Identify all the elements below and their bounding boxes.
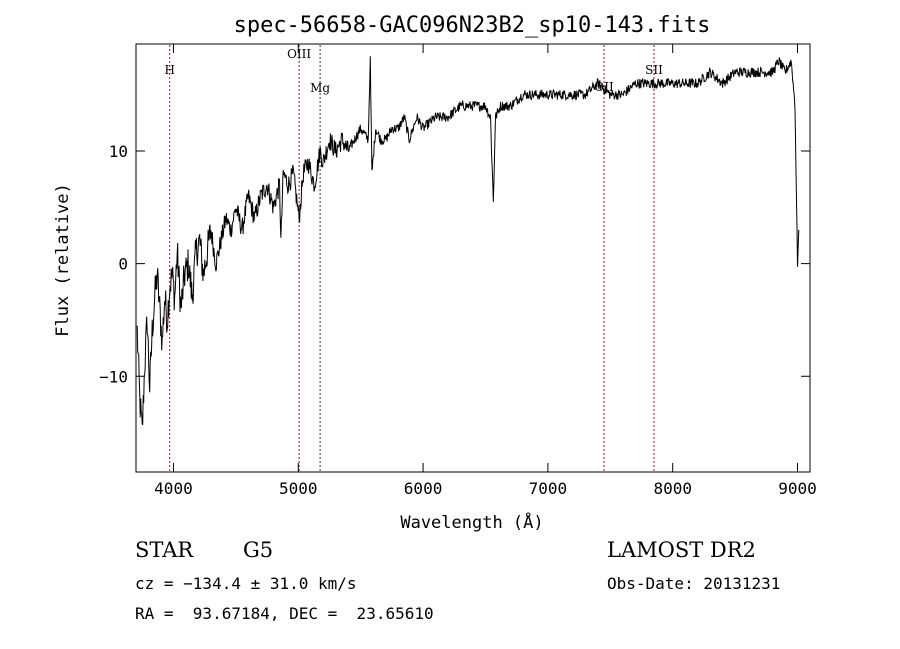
x-tick-label: 4000 bbox=[154, 479, 193, 498]
y-axis-label: Flux (relative) bbox=[53, 183, 73, 337]
y-tick-label: −10 bbox=[99, 367, 128, 386]
x-tick-label: 7000 bbox=[529, 479, 568, 498]
spectrum-line bbox=[136, 56, 800, 426]
x-tick-label: 6000 bbox=[404, 479, 443, 498]
chart-title: spec-56658-GAC096N23B2_sp10-143.fits bbox=[234, 13, 711, 38]
survey-name: LAMOST DR2 bbox=[607, 538, 756, 562]
plot-frame bbox=[135, 43, 811, 473]
x-axis-label: Wavelength (Å) bbox=[400, 511, 543, 533]
coordinates: RA = 93.67184, DEC = 23.65610 bbox=[135, 604, 434, 623]
redshift-velocity: cz = −134.4 ± 31.0 km/s bbox=[135, 574, 357, 593]
y-tick-label: 10 bbox=[109, 142, 128, 161]
axis-ticks: 4000 5000 6000 7000 8000 9000 −10 0 10 bbox=[99, 44, 817, 498]
y-tick-label: 0 bbox=[118, 255, 128, 274]
object-type: STAR bbox=[135, 538, 194, 562]
observation-date: Obs-Date: 20131231 bbox=[607, 574, 781, 593]
marker-label: OIII bbox=[287, 47, 311, 61]
marker-label: Mg bbox=[310, 81, 330, 95]
object-class: G5 bbox=[243, 538, 274, 562]
x-tick-label: 9000 bbox=[778, 479, 817, 498]
x-tick-label: 8000 bbox=[653, 479, 692, 498]
marker-label: SII bbox=[645, 63, 663, 77]
x-tick-label: 5000 bbox=[279, 479, 318, 498]
marker-label: H bbox=[164, 63, 174, 77]
